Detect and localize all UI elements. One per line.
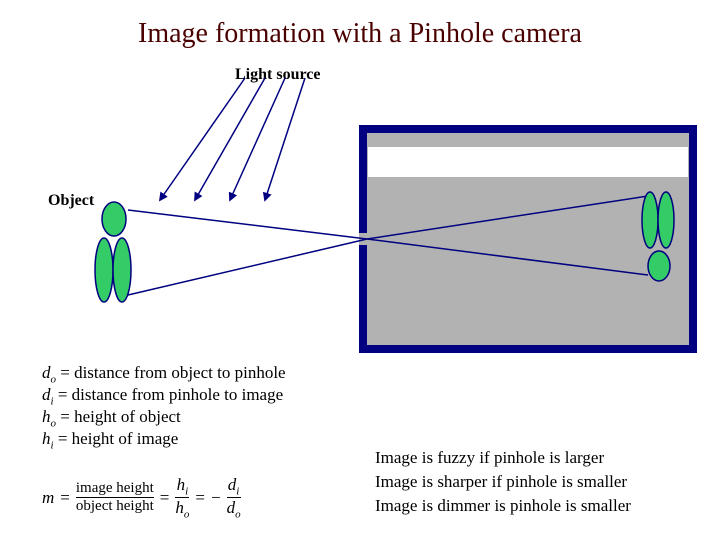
pinhole-diagram	[0, 0, 720, 540]
